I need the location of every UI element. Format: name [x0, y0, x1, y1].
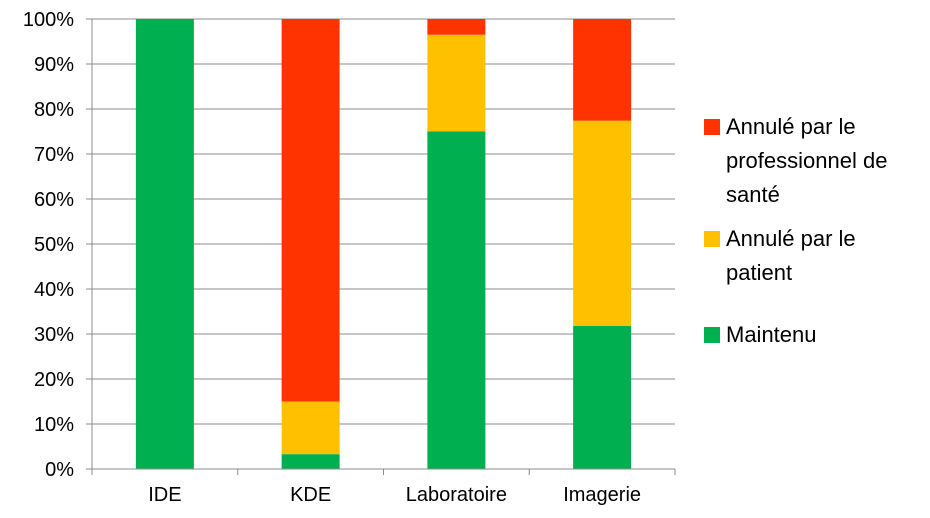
legend-item-maintenu: Maintenu — [704, 318, 926, 352]
bar-laboratoire-annule-par-le-professionnel-de-sante — [427, 19, 486, 35]
axes — [86, 18, 676, 475]
x-tick-label: Laboratoire — [406, 484, 507, 506]
y-tick-label: 90% — [34, 54, 74, 76]
bar-kde-annule-par-le-patient — [281, 401, 340, 455]
legend-label-annule-professionnel: Annulé par le professionnel de santé — [726, 114, 888, 207]
legend-label-maintenu: Maintenu — [726, 322, 817, 347]
x-tick-label: KDE — [290, 484, 331, 506]
tick-labels: 0% 10% 20% 30% 40% 50% 60% 70% 80% 90% 100% IDE KDE L… — [23, 9, 641, 506]
bars — [135, 19, 632, 469]
legend-swatch-maintenu — [704, 327, 720, 343]
y-tick-label: 40% — [34, 279, 74, 301]
y-tick-label: 30% — [34, 324, 74, 346]
bar-kde-maintenu — [281, 454, 340, 469]
legend-item-annule-professionnel: Annulé par le professionnel de santé — [704, 110, 926, 212]
bar-kde-annule-par-le-professionnel-de-sante — [281, 19, 340, 402]
legend-label-annule-patient: Annulé par le patient — [726, 226, 856, 285]
bar-imagerie-annule-par-le-patient — [573, 120, 632, 326]
bar-ide-maintenu — [135, 19, 194, 469]
legend-swatch-annule-professionnel — [704, 119, 720, 135]
bar-imagerie-maintenu — [573, 325, 632, 469]
y-tick-label: 100% — [23, 9, 74, 31]
y-tick-label: 60% — [34, 189, 74, 211]
bar-imagerie-annule-par-le-professionnel-de-sante — [573, 19, 632, 121]
x-tick-label: IDE — [148, 484, 181, 506]
legend-swatch-annule-patient — [704, 231, 720, 247]
y-tick-label: 70% — [34, 144, 74, 166]
y-tick-label: 0% — [45, 459, 74, 481]
bar-laboratoire-annule-par-le-patient — [427, 34, 486, 132]
y-tick-label: 50% — [34, 234, 74, 256]
bar-laboratoire-maintenu — [427, 131, 486, 469]
y-tick-label: 80% — [34, 99, 74, 121]
y-tick-label: 20% — [34, 369, 74, 391]
legend: Annulé par le professionnel de santé Ann… — [704, 110, 926, 352]
x-tick-label: Imagerie — [563, 484, 641, 506]
y-tick-label: 10% — [34, 414, 74, 436]
legend-item-annule-patient: Annulé par le patient — [704, 222, 926, 290]
